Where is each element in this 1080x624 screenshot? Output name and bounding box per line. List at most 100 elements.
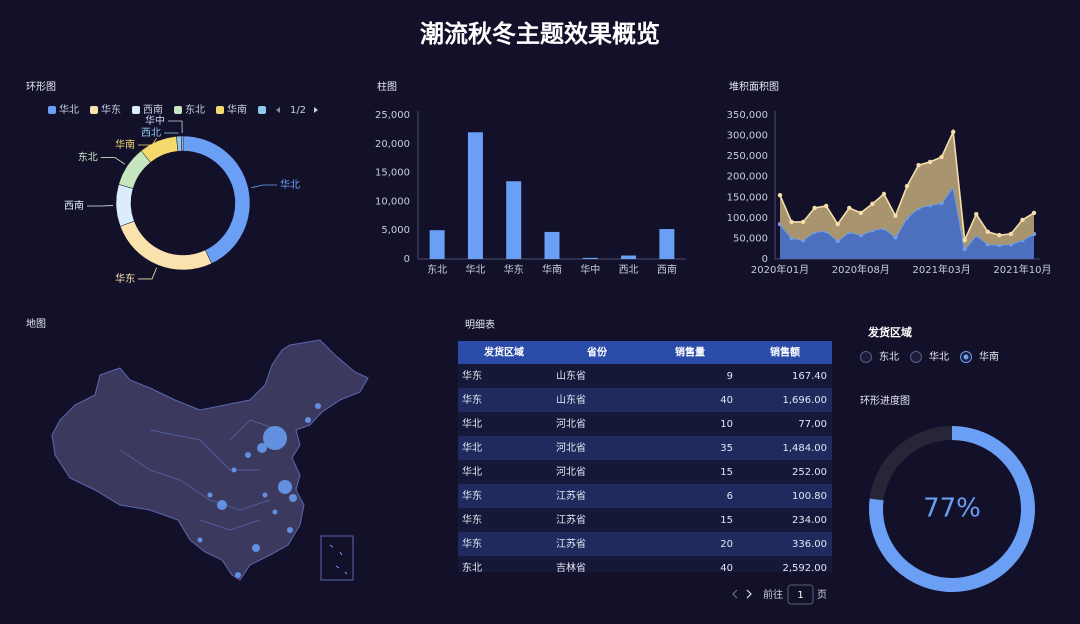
table-cell: 华东 (462, 513, 482, 526)
table-cell: 9 (727, 371, 733, 382)
point (847, 205, 852, 211)
radio[interactable] (910, 351, 922, 363)
legend-label: 华南 (227, 103, 247, 116)
x-tick-label: 华北 (465, 263, 485, 276)
slice-label: 华北 (280, 178, 300, 191)
column-header: 销售量 (675, 346, 705, 359)
donut-slice (181, 135, 184, 152)
table-cell: 吉林省 (556, 561, 586, 574)
table-cell: 40 (720, 563, 733, 574)
legend-swatch (132, 106, 140, 114)
table-row (458, 412, 832, 436)
table-cell: 234.00 (792, 515, 827, 526)
x-tick-label: 华东 (504, 263, 524, 276)
table-cell: 20 (720, 539, 733, 550)
panel-title: 地图 (26, 317, 46, 330)
table-cell: 华北 (462, 465, 482, 478)
table-cell: 252.00 (792, 467, 827, 478)
filter-title: 发货区域 (867, 325, 912, 339)
table-cell: 山东省 (556, 369, 586, 382)
table-cell: 山东省 (556, 393, 586, 406)
area-fill (780, 131, 1034, 250)
table-cell: 6 (727, 491, 733, 502)
south-sea-box (320, 535, 354, 581)
table-cell: 336.00 (792, 539, 827, 550)
point (962, 237, 967, 243)
leader-line (167, 120, 183, 134)
column-header: 销售额 (770, 346, 800, 359)
table-cell: 华东 (462, 369, 482, 382)
point (858, 210, 864, 216)
y-tick-label: 150,000 (727, 192, 768, 203)
x-tick-label: 2020年01月 (751, 263, 809, 276)
point (812, 205, 817, 211)
slice-label: 西南 (64, 199, 84, 212)
legend-label: 西南 (143, 103, 163, 116)
table-cell: 167.40 (792, 371, 827, 382)
y-tick-label: 10,000 (375, 196, 410, 207)
table-row (458, 460, 832, 484)
map-region (51, 339, 369, 581)
slice-label: 华中 (145, 114, 165, 127)
y-tick-label: 50,000 (733, 233, 768, 244)
x-tick-label: 2021年10月 (993, 263, 1051, 276)
radio[interactable] (860, 351, 872, 363)
bar (467, 132, 483, 259)
table-row (458, 484, 832, 508)
point (881, 191, 887, 197)
table-cell: 华北 (462, 441, 482, 454)
area-fill (780, 187, 1034, 259)
legend-label: 华东 (101, 103, 121, 116)
x-tick-label: 东北 (427, 263, 447, 276)
table-row (458, 436, 832, 460)
point (1020, 217, 1025, 223)
table-row (458, 364, 832, 388)
y-tick-label: 25,000 (375, 110, 410, 121)
point (997, 232, 1002, 238)
y-tick-label: 100,000 (727, 213, 768, 224)
point (916, 162, 921, 168)
radio-label[interactable]: 华南 (979, 350, 999, 363)
slice-label: 西北 (141, 127, 161, 139)
point (800, 219, 806, 225)
bar (659, 229, 675, 259)
slice-label: 东北 (78, 150, 98, 163)
slice-label: 华南 (115, 138, 135, 151)
column-header: 省份 (586, 346, 608, 359)
table-cell: 华东 (462, 393, 482, 406)
table-cell: 100.80 (792, 491, 827, 502)
legend-swatch (216, 106, 224, 114)
table-cell: 东北 (462, 561, 482, 574)
leader-line (138, 137, 157, 146)
radio-label[interactable]: 东北 (879, 350, 899, 363)
table-cell: 江苏省 (556, 513, 586, 526)
y-tick-label: 250,000 (727, 151, 768, 162)
map (51, 339, 369, 581)
page-next (746, 589, 752, 599)
bar (582, 257, 598, 259)
panel-title: 环形图 (26, 81, 56, 93)
y-tick-label: 5,000 (381, 225, 410, 236)
pager-prev (276, 107, 280, 113)
gauge-progress (869, 426, 1035, 592)
islands (329, 544, 348, 575)
legend-swatch (258, 106, 266, 114)
page-prefix: 前往 (763, 588, 783, 601)
table-cell: 河北省 (556, 465, 586, 478)
radio-label[interactable]: 华北 (929, 350, 949, 363)
point (835, 221, 840, 227)
x-tick-label: 2020年08月 (832, 263, 890, 276)
x-tick-label: 华中 (580, 263, 600, 276)
point (927, 159, 933, 165)
page-input (787, 584, 814, 605)
leader-line (251, 184, 278, 189)
x-tick-label: 2021年03月 (913, 263, 971, 276)
table-cell: 35 (720, 443, 733, 454)
point (939, 154, 944, 160)
point (1031, 210, 1037, 216)
table-cell: 河北省 (556, 417, 586, 430)
gauge-value: 77% (923, 494, 981, 524)
panel-title: 明细表 (465, 318, 495, 331)
